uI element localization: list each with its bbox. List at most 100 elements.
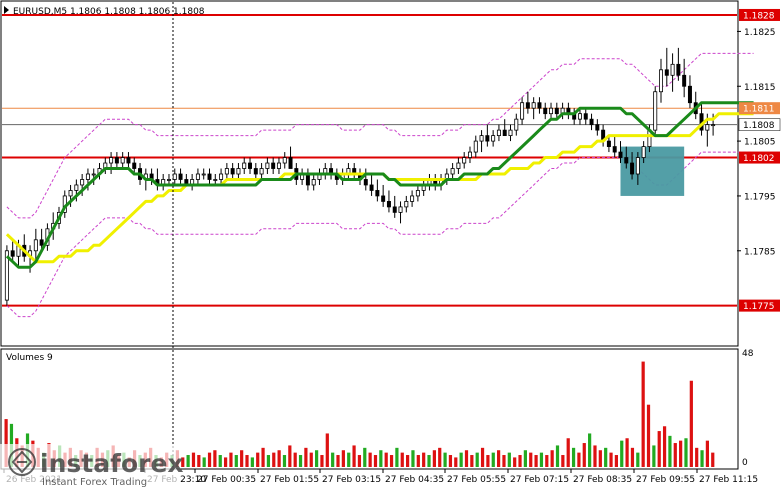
candle-body bbox=[10, 250, 15, 257]
candle-body bbox=[549, 107, 554, 115]
level-labels: 1.1828 1.1811 1.1808 1.1802 1.1775 bbox=[738, 8, 781, 312]
volume-bar bbox=[491, 452, 495, 467]
candle-body bbox=[242, 162, 247, 169]
volume-bar bbox=[459, 452, 463, 467]
volume-bar bbox=[373, 455, 378, 467]
volume-bar bbox=[700, 450, 704, 467]
candle-body bbox=[363, 179, 368, 186]
candle-body bbox=[404, 201, 409, 208]
candle-body bbox=[386, 201, 391, 208]
candle-body bbox=[682, 74, 687, 87]
candle-body bbox=[687, 85, 692, 104]
volume-axis-bottom-label: 0 bbox=[742, 458, 748, 468]
volume-bar bbox=[571, 447, 576, 467]
price-axis-tick-label: 1.1785 bbox=[744, 247, 776, 257]
time-axis-tick-label: 27 Feb 01:55 bbox=[260, 475, 319, 485]
candle-body bbox=[659, 69, 663, 93]
candle-body bbox=[653, 91, 658, 131]
volume-bar bbox=[470, 455, 474, 467]
volume-bar bbox=[202, 457, 206, 467]
volume-bar bbox=[197, 455, 201, 467]
volume-bar bbox=[314, 450, 319, 467]
time-axis-tick-label: 27 Feb 11:15 bbox=[699, 475, 758, 485]
candle-body bbox=[172, 173, 177, 180]
candle-body bbox=[109, 157, 114, 164]
volume-bar bbox=[272, 452, 276, 467]
candle-body bbox=[311, 179, 316, 186]
volume-bar bbox=[684, 438, 688, 467]
volume-bar bbox=[689, 380, 693, 467]
candle-body bbox=[236, 168, 241, 175]
candle-body bbox=[612, 146, 617, 153]
volume-bar bbox=[443, 452, 447, 467]
volume-bar bbox=[604, 447, 608, 467]
volume-bar bbox=[384, 452, 388, 467]
candle-body bbox=[85, 173, 90, 180]
volume-bar bbox=[331, 452, 335, 467]
volume-bar bbox=[416, 455, 420, 467]
candle-body bbox=[120, 157, 125, 164]
volume-bar bbox=[304, 447, 308, 467]
volume-bar bbox=[229, 452, 233, 467]
candle-body bbox=[282, 157, 287, 164]
price-axis-tick-label: 1.1825 bbox=[744, 28, 776, 38]
price-level-label: 1.1775 bbox=[743, 302, 775, 312]
chart-title-group: EURUSD,M5 1.1806 1.1808 1.1806 1.1808 bbox=[4, 6, 205, 17]
candle-body bbox=[265, 162, 270, 169]
price-level-label: 1.1828 bbox=[743, 11, 775, 21]
candle-body bbox=[705, 124, 710, 131]
candle-body bbox=[126, 157, 131, 164]
volume-bar bbox=[566, 438, 570, 467]
volume-bar bbox=[406, 455, 410, 467]
candle-body bbox=[201, 173, 206, 176]
candle-body bbox=[508, 129, 513, 137]
volume-bar bbox=[662, 426, 667, 467]
volume-bar bbox=[555, 445, 560, 467]
volume-bar bbox=[561, 455, 565, 467]
volume-bar bbox=[213, 450, 217, 467]
volume-bar bbox=[293, 452, 297, 467]
candle-body bbox=[213, 179, 218, 181]
volume-bar bbox=[245, 455, 249, 467]
symbol-arrow-icon bbox=[4, 6, 9, 14]
volume-bar bbox=[577, 452, 581, 467]
candle-body bbox=[398, 206, 403, 213]
volume-bar bbox=[582, 443, 586, 467]
candle-body bbox=[4, 250, 9, 301]
candle-body bbox=[195, 173, 200, 180]
candle-body bbox=[462, 157, 467, 164]
brand-logo-icon bbox=[8, 448, 36, 476]
volume-bar bbox=[523, 450, 527, 467]
candle-body bbox=[369, 184, 374, 191]
candles bbox=[4, 47, 716, 306]
volume-bar bbox=[277, 450, 281, 467]
watermark-brand: instaforex bbox=[40, 449, 184, 478]
candle-body bbox=[577, 113, 582, 120]
price-level-label-bg bbox=[739, 102, 780, 115]
candle-body bbox=[91, 173, 96, 176]
candle-body bbox=[502, 129, 507, 137]
volume-bar bbox=[550, 450, 554, 467]
candle-body bbox=[473, 140, 478, 153]
volume-bar bbox=[309, 452, 313, 467]
candle-body bbox=[624, 157, 629, 164]
volume-bar bbox=[448, 455, 453, 467]
candle-body bbox=[485, 135, 490, 142]
candle-body bbox=[415, 190, 420, 197]
volume-bar bbox=[352, 445, 356, 467]
volume-bar bbox=[673, 443, 677, 467]
candle-body bbox=[410, 195, 415, 202]
volume-bar bbox=[534, 455, 538, 467]
volume-bar bbox=[234, 455, 238, 467]
volume-bar bbox=[282, 455, 287, 467]
volume-bar bbox=[325, 433, 329, 467]
candle-body bbox=[583, 113, 588, 120]
price-level-label: 1.1808 bbox=[743, 121, 775, 131]
price-level-label: 1.1802 bbox=[743, 154, 775, 164]
volume-bar bbox=[518, 455, 522, 467]
price-level-label-bg bbox=[739, 299, 780, 312]
volume-bar bbox=[250, 457, 254, 467]
volume-bar bbox=[545, 455, 549, 467]
volume-bar bbox=[379, 450, 383, 467]
volume-bar bbox=[454, 457, 458, 467]
